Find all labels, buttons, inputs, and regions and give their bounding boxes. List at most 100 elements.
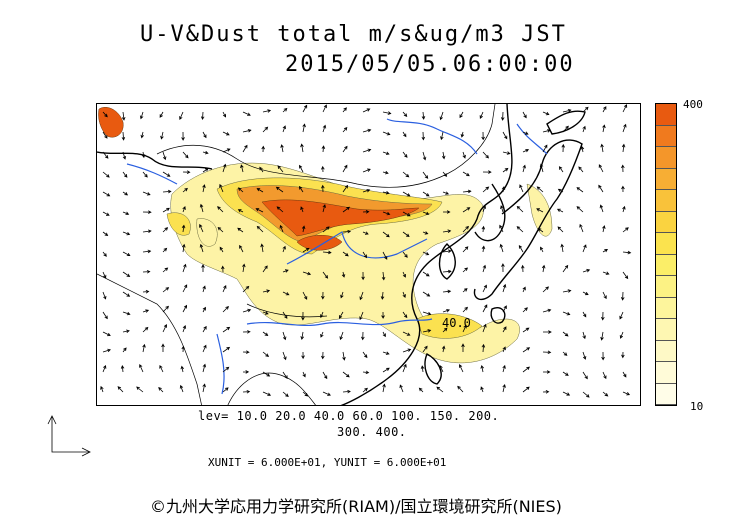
- colorbar-band: [656, 211, 676, 233]
- wind-arrow: [142, 269, 151, 274]
- wind-arrow: [102, 171, 110, 178]
- wind-arrow: [421, 111, 426, 120]
- wind-arrow: [580, 145, 585, 153]
- wind-arrow: [542, 308, 552, 313]
- wind-arrow: [500, 111, 505, 121]
- wind-arrow: [619, 331, 624, 339]
- wind-arrow: [602, 291, 607, 300]
- wind-arrow: [402, 348, 412, 353]
- wind-arrow: [242, 285, 250, 293]
- wind-arrow: [162, 227, 169, 233]
- wind-arrow: [102, 348, 111, 353]
- wind-arrow: [199, 223, 204, 233]
- wind-arrow: [142, 289, 150, 294]
- wind-arrow: [602, 271, 610, 275]
- wind-arrow: [222, 346, 231, 353]
- wind-arrow: [362, 189, 371, 193]
- wind-arrow: [142, 326, 149, 333]
- wind-arrow: [322, 226, 330, 233]
- wind-arrow: [199, 203, 204, 213]
- wind-arrow: [442, 309, 451, 313]
- wind-arrow: [260, 243, 264, 253]
- wind-arrow: [222, 285, 227, 293]
- wind-arrow: [481, 131, 485, 141]
- wind-arrow: [382, 251, 388, 260]
- wind-arrow: [601, 311, 605, 321]
- wind-arrow: [181, 224, 186, 233]
- wind-arrow: [202, 285, 206, 293]
- wind-arrow: [542, 111, 550, 116]
- wind-arrow: [501, 263, 505, 273]
- wind-arrow: [102, 365, 107, 373]
- wind-arrow: [522, 327, 530, 333]
- wind-arrow: [462, 306, 468, 313]
- wind-arrow: [217, 226, 224, 233]
- wind-arrow: [222, 111, 226, 118]
- wind-arrow: [282, 371, 288, 379]
- wind-arrow: [322, 204, 326, 213]
- wind-arrow: [121, 111, 126, 121]
- wind-arrow: [102, 211, 110, 216]
- wind-arrow: [562, 351, 568, 356]
- wind-arrow: [301, 311, 305, 321]
- wind-arrow: [582, 331, 586, 340]
- wind-arrow: [221, 265, 225, 273]
- dust-fill-peak: [98, 106, 420, 251]
- wind-arrow: [139, 111, 144, 120]
- wind-arrow: [422, 345, 428, 353]
- wind-arrow: [262, 265, 268, 273]
- wind-arrow: [237, 209, 244, 213]
- wind-arrow: [162, 247, 168, 253]
- wind-arrow: [282, 269, 289, 273]
- wind-arrow: [502, 283, 507, 293]
- wind-arrow: [622, 205, 626, 213]
- wind-arrow: [320, 311, 324, 319]
- wind-arrow: [461, 343, 465, 352]
- wind-arrow: [302, 247, 310, 253]
- wind-arrow: [619, 311, 624, 320]
- wind-arrow: [202, 306, 206, 313]
- wind-arrow: [158, 387, 164, 393]
- wind-arrow: [160, 131, 164, 140]
- map-title-variable: U-V&Dust total m/s&ug/m3 JST: [140, 22, 567, 47]
- wind-arrow: [557, 188, 564, 193]
- wind-arrow: [242, 111, 251, 116]
- wind-arrow: [601, 351, 605, 361]
- wind-arrow: [242, 308, 252, 313]
- wind-arrow: [440, 131, 444, 141]
- coastlines: [97, 104, 586, 405]
- wind-arrow: [162, 324, 167, 333]
- wind-arrow: [481, 225, 486, 233]
- wind-arrow: [122, 251, 131, 256]
- wind-arrow: [222, 326, 231, 333]
- wind-arrow: [402, 171, 410, 178]
- wind-vectors: [100, 104, 632, 398]
- wind-arrow: [362, 168, 371, 173]
- wind-arrow: [362, 210, 370, 214]
- wind-arrow: [182, 206, 186, 213]
- wind-arrow: [441, 345, 446, 353]
- wind-arrow: [302, 123, 306, 133]
- wind-arrow: [222, 131, 230, 136]
- wind-arrow: [542, 129, 551, 133]
- wind-arrow: [321, 165, 325, 173]
- wind-arrow: [242, 330, 251, 334]
- wind-arrow: [602, 124, 606, 133]
- wind-arrow: [282, 107, 288, 113]
- wind-arrow: [519, 184, 524, 193]
- wind-arrow: [322, 124, 327, 133]
- wind-arrow: [202, 383, 206, 393]
- wind-arrow: [102, 251, 107, 257]
- wind-arrow: [302, 291, 308, 300]
- wind-arrow: [322, 250, 332, 255]
- wind-arrow: [382, 170, 389, 175]
- wind-arrow: [282, 311, 288, 319]
- wind-arrow: [422, 171, 429, 179]
- wind-arrow: [359, 311, 364, 321]
- wind-arrow: [282, 331, 287, 341]
- wind-arrow: [301, 225, 306, 233]
- wind-arrow: [481, 343, 486, 353]
- wind-arrow: [598, 164, 604, 173]
- wind-arrow: [402, 251, 408, 258]
- wind-arrow: [402, 191, 411, 197]
